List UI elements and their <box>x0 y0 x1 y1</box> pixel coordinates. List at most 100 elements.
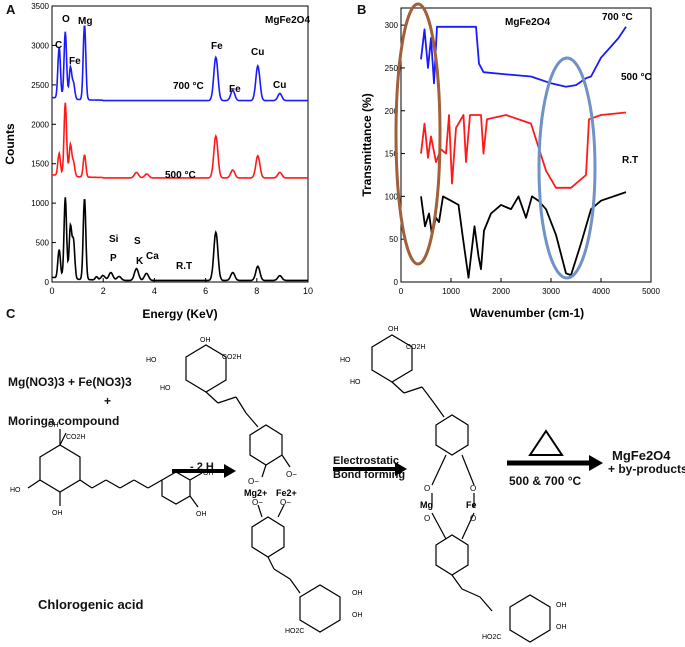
peak-label-k: K <box>136 256 144 267</box>
peak-label-fe-ka: Fe <box>211 41 223 52</box>
peak-label-p: P <box>110 253 117 264</box>
dp-o-minus-4: O− <box>280 498 291 507</box>
y-tick-label-a: 500 <box>36 239 50 248</box>
y-tick-label-a: 3500 <box>31 2 49 11</box>
step3-label: 500 & 700 °C <box>509 474 582 488</box>
plot-frame-a <box>51 5 309 283</box>
x-tick-label-a: 10 <box>303 286 313 296</box>
arrow-step3 <box>507 455 603 471</box>
x-tick-label-b: 5000 <box>642 287 660 296</box>
chart-a-title: MgFe2O4 <box>265 15 310 26</box>
product-label: MgFe2O4 <box>612 448 671 463</box>
chart-a-xlabel: Energy (KeV) <box>142 307 217 321</box>
ca-oh-bottom: OH <box>52 510 63 517</box>
peak-label-o: O <box>62 14 70 25</box>
edx-series-line-2 <box>52 197 308 282</box>
series-label-500: 500 °C <box>165 170 196 181</box>
ca-oh-ring-1: OH <box>203 470 214 477</box>
ftir-series-line-0 <box>420 25 627 88</box>
chlorogenic-acid-label: Chlorogenic acid <box>38 597 144 612</box>
chart-a-ylabel: Counts <box>3 123 17 165</box>
plus-sign: + <box>104 394 112 408</box>
ftir-label-700: 700 °C <box>602 12 633 23</box>
mc-oh-4: OH <box>556 624 567 631</box>
step2-label-line1: Electrostatic <box>333 455 400 467</box>
dp-oh-4: OH <box>352 612 363 619</box>
arrow-step1 <box>172 464 236 478</box>
edx-series-line-0 <box>52 25 308 102</box>
ftir-label-500: 500 °C <box>621 72 652 83</box>
dp-ho-2: HO <box>160 385 171 392</box>
panel-letter-b: B <box>357 2 367 17</box>
y-tick-label-b: 250 <box>385 64 399 73</box>
x-tick-label-a: 8 <box>254 286 259 296</box>
ftir-label-rt: R.T <box>622 155 638 166</box>
chart-ftir: 0 1000 2000 3000 4000 5000050100150200250300 … <box>360 2 660 320</box>
dp-o-minus-2: O− <box>286 470 297 479</box>
panel-letter-a: A <box>6 2 16 17</box>
highlight-ellipse-oh-band <box>537 56 597 280</box>
edx-series-line-1 <box>52 102 308 179</box>
arrow-step2 <box>333 462 407 476</box>
x-tick-label-a: 2 <box>101 286 106 296</box>
x-tick-label-a: 4 <box>152 286 157 296</box>
dp-o-minus-1: O− <box>248 477 259 486</box>
dp-oh-3: OH <box>352 590 363 597</box>
mc-o-3: O <box>424 514 430 523</box>
y-tick-label-b: 50 <box>389 235 398 244</box>
dp-o-minus-3: O− <box>252 498 263 507</box>
mc-ho-2: HO <box>350 379 361 386</box>
mc-o-2: O <box>470 484 476 493</box>
mc-o-4: O <box>470 514 476 523</box>
x-tick-label-b: 1000 <box>442 287 460 296</box>
y-tick-label-a: 1500 <box>31 160 49 169</box>
ftir-series-line-2 <box>420 191 627 279</box>
chart-b-title: MgFe2O4 <box>505 17 550 28</box>
dp-ho2c: HO2C <box>285 628 304 635</box>
x-tick-label-a: 0 <box>49 286 54 296</box>
heat-triangle-icon <box>528 429 564 456</box>
peak-label-si: Si <box>109 234 119 245</box>
dp-ho-1: HO <box>146 357 157 364</box>
y-tick-label-b: 100 <box>385 192 399 201</box>
moringa-text: Moringa compound <box>8 414 120 428</box>
deprotonated-ligand-structure <box>185 344 341 633</box>
ca-oh-top: OH <box>48 422 59 429</box>
peak-label-cu-kb: Cu <box>273 80 286 91</box>
chart-b-xlabel: Wavenumber (cm-1) <box>470 306 584 320</box>
reactants-text: Mg(NO3)3 + Fe(NO3)3 <box>8 375 132 389</box>
x-tick-label-b: 2000 <box>492 287 510 296</box>
panel-letter-c: C <box>6 306 16 321</box>
y-tick-label-b: 150 <box>385 150 399 159</box>
dp-oh-top: OH <box>200 337 211 344</box>
peak-label-c: C <box>55 40 62 51</box>
mc-oh-top: OH <box>388 326 399 333</box>
x-tick-label-b: 4000 <box>592 287 610 296</box>
series-label-700: 700 °C <box>173 81 204 92</box>
mc-co2h: CO2H <box>406 344 425 351</box>
y-tick-label-b: 300 <box>385 21 399 30</box>
peak-label-mg: Mg <box>78 16 92 27</box>
x-tick-label-a: 6 <box>203 286 208 296</box>
mc-ho2c: HO2C <box>482 634 501 641</box>
peak-label-s-top: S <box>134 236 141 247</box>
peak-label-fe-low: Fe <box>69 56 81 67</box>
y-tick-label-a: 3000 <box>31 41 49 50</box>
mc-oh-3: OH <box>556 602 567 609</box>
highlight-ellipse-mo-band <box>394 2 442 266</box>
ftir-series-line-1 <box>420 111 627 189</box>
byproducts-label: + by-products <box>608 462 685 476</box>
y-tick-label-a: 1000 <box>31 199 49 208</box>
peak-label-fe-kb: Fe <box>229 84 241 95</box>
y-tick-label-a: 2500 <box>31 81 49 90</box>
x-tick-label-b: 0 <box>399 287 404 296</box>
step2-label-line2: Bond forming <box>333 469 406 481</box>
y-tick-label-b: 0 <box>394 278 399 287</box>
ca-co2h: CO2H <box>66 434 85 441</box>
y-tick-label-a: 2000 <box>31 120 49 129</box>
mc-o-1: O <box>424 484 430 493</box>
metal-complex-structure <box>371 334 551 643</box>
series-label-rt: R.T <box>176 261 192 272</box>
y-tick-label-b: 200 <box>385 107 399 116</box>
